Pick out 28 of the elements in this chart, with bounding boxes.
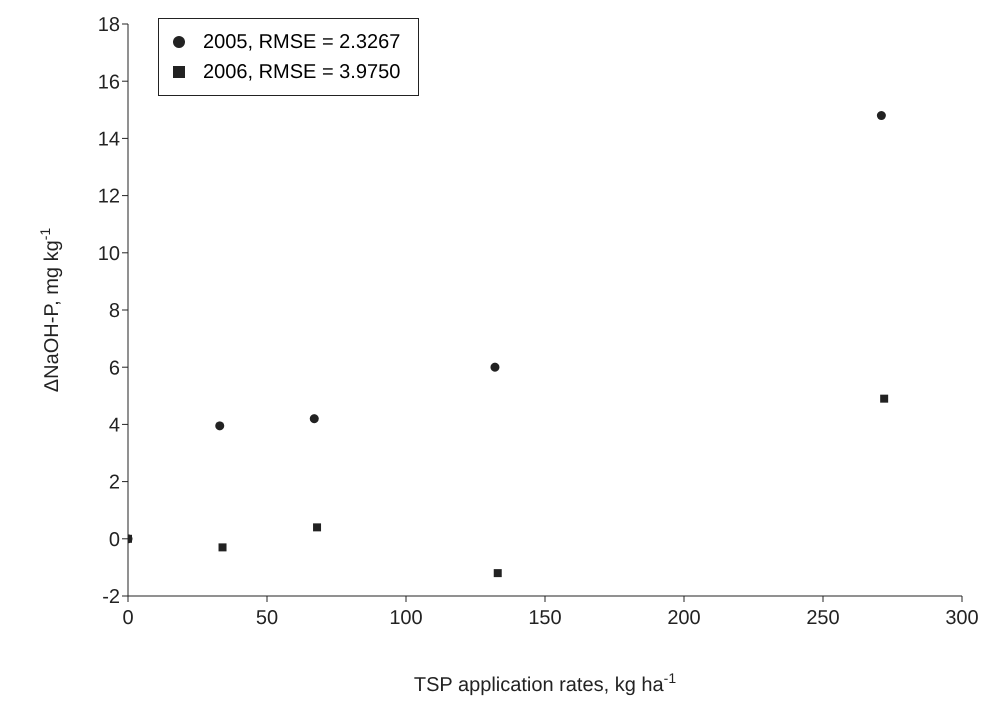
point	[490, 362, 500, 372]
point	[876, 111, 886, 120]
x-tick-label: 150	[528, 607, 562, 630]
y-tick-label: 10	[98, 242, 120, 265]
x-tick-label: 250	[806, 607, 840, 630]
point	[494, 569, 502, 578]
x-axis-title: TSP application rates, kg ha$^{-1}$	[414, 670, 676, 696]
y-tick-label: 8	[108, 300, 120, 322]
legend-label: 2005, RMSE = 2.3267	[203, 30, 400, 55]
x-tick-label: 300	[945, 607, 979, 630]
y-tick-label: -2	[102, 586, 120, 608]
y-tick-label: 18	[98, 14, 120, 36]
point	[310, 414, 319, 424]
x-tick-label: 100	[389, 607, 423, 630]
y-tick-label: 0	[108, 528, 120, 551]
y-tick-label: 2	[108, 472, 120, 494]
y-tick-label: 12	[98, 186, 120, 208]
y-tick-label: 6	[108, 357, 120, 380]
y-tick-label: 14	[98, 128, 120, 150]
y-tick-label: 16	[98, 71, 120, 94]
point	[880, 394, 888, 403]
x-tick-label: 200	[667, 607, 701, 630]
x-tick-label: 50	[256, 607, 278, 630]
point	[215, 421, 224, 430]
y-tick-label: 4	[108, 414, 120, 436]
point	[313, 523, 322, 532]
legend-label: 2006, RMSE = 3.9750	[203, 60, 400, 85]
point	[218, 543, 227, 552]
